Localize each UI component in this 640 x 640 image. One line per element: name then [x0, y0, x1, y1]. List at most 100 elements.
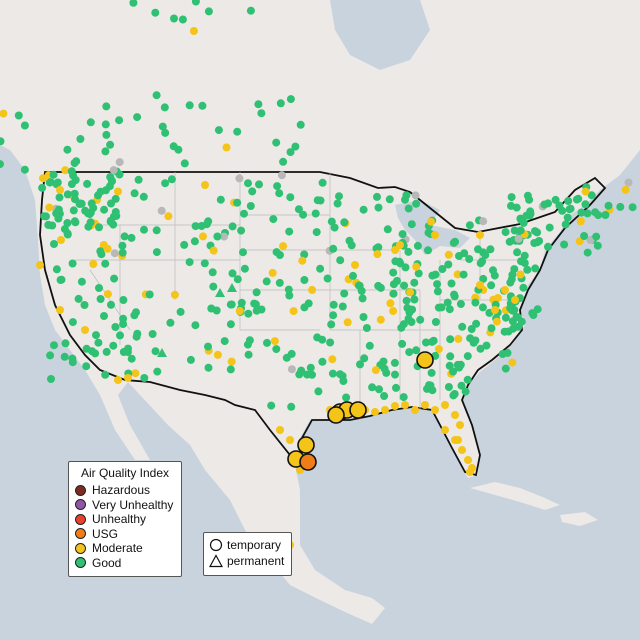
good-monitor-marker [127, 354, 136, 363]
good-monitor-marker [185, 258, 194, 267]
good-monitor-marker [68, 358, 77, 367]
good-monitor-marker [422, 338, 430, 347]
good-monitor-marker [501, 313, 510, 322]
good-monitor-marker [510, 265, 519, 274]
good-monitor-marker [152, 226, 161, 235]
good-monitor-marker [380, 392, 389, 400]
good-monitor-marker [333, 199, 342, 208]
good-monitor-marker [94, 338, 103, 347]
good-monitor-marker [349, 271, 357, 280]
good-monitor-marker [111, 194, 120, 203]
moderate-monitor-marker [308, 285, 317, 294]
good-monitor-marker [60, 352, 69, 361]
moderate-monitor-marker [491, 306, 499, 314]
good-monitor-marker [55, 193, 64, 202]
moderate-monitor-marker [227, 357, 236, 366]
moderate-monitor-marker [371, 408, 379, 416]
moderate-monitor-marker [201, 181, 209, 189]
good-monitor-marker [133, 113, 142, 122]
good-monitor-marker [501, 364, 510, 373]
good-monitor-marker [153, 367, 162, 376]
good-monitor-marker [174, 145, 183, 154]
moderate-monitor-marker [81, 326, 89, 334]
good-monitor-marker [284, 285, 293, 294]
good-monitor-marker [220, 337, 229, 346]
good-monitor-marker [291, 142, 300, 151]
moderate-monitor-marker [416, 351, 434, 369]
moderate-monitor-marker [391, 402, 399, 410]
good-monitor-marker [72, 157, 81, 166]
moderate-monitor-marker [476, 231, 484, 239]
no-data-monitor-marker [235, 174, 244, 183]
good-monitor-marker [405, 308, 414, 317]
good-monitor-marker [383, 225, 392, 234]
good-monitor-marker [285, 227, 294, 236]
hudson-bay [330, 0, 430, 70]
good-monitor-marker [158, 122, 167, 131]
legend-item-unhealthy: Unhealthy [69, 512, 181, 527]
good-monitor-marker [339, 377, 348, 385]
good-monitor-marker [74, 294, 83, 303]
good-monitor-marker [516, 226, 525, 235]
good-monitor-marker [119, 296, 128, 304]
good-monitor-marker [273, 182, 282, 191]
good-monitor-marker [275, 278, 284, 287]
good-monitor-marker [451, 237, 459, 246]
good-monitor-marker [52, 265, 61, 274]
good-monitor-marker [101, 370, 110, 379]
very-unhealthy-swatch-icon [75, 499, 86, 511]
usa-border [39, 171, 607, 477]
good-monitor-marker [520, 259, 529, 267]
moderate-monitor-marker [57, 236, 65, 244]
no-data-monitor-marker [109, 166, 118, 175]
good-monitor-marker [262, 277, 271, 286]
moderate-monitor-marker [279, 242, 288, 251]
good-monitor-marker [139, 192, 148, 201]
moderate-monitor-marker [114, 376, 122, 384]
moderate-monitor-marker [351, 261, 359, 269]
good-monitor-marker [340, 289, 349, 298]
good-monitor-marker [392, 383, 400, 392]
good-monitor-marker [240, 209, 248, 218]
good-monitor-marker [374, 243, 383, 252]
good-monitor-marker [445, 305, 454, 314]
good-monitor-marker [101, 120, 110, 129]
good-monitor-marker [151, 8, 160, 17]
good-monitor-marker [275, 189, 284, 198]
moderate-monitor-marker [451, 436, 459, 444]
good-monitor-marker [129, 0, 138, 7]
good-monitor-marker [119, 320, 128, 329]
moderate-monitor-marker [343, 318, 352, 327]
good-monitor-marker [601, 211, 610, 219]
good-monitor-marker [161, 179, 170, 188]
good-monitor-marker [286, 193, 295, 202]
good-monitor-marker [239, 248, 247, 257]
good-monitor-marker [526, 209, 535, 218]
good-monitor-marker [213, 232, 222, 241]
good-monitor-marker [410, 295, 419, 304]
moderate-monitor-marker [276, 426, 284, 434]
good-monitor-marker [176, 307, 185, 316]
good-monitor-marker [540, 200, 549, 209]
good-monitor-marker [312, 228, 321, 237]
good-monitor-marker [519, 283, 528, 292]
good-monitor-marker [109, 341, 118, 350]
good-monitor-marker [240, 264, 249, 273]
unhealthy-swatch-icon [75, 513, 86, 525]
good-monitor-marker [140, 374, 149, 382]
good-monitor-marker [303, 370, 312, 379]
good-monitor-marker [340, 218, 349, 227]
good-monitor-marker [151, 347, 160, 356]
good-monitor-marker [368, 383, 377, 392]
good-monitor-marker [398, 230, 407, 239]
moderate-monitor-marker [516, 270, 525, 279]
good-monitor-marker [82, 362, 91, 371]
good-monitor-marker [376, 283, 385, 292]
good-monitor-marker [445, 361, 454, 370]
moderate-monitor-marker [621, 185, 630, 194]
moderate-monitor-marker [371, 366, 380, 375]
good-monitor-marker [463, 375, 472, 384]
good-monitor-marker [580, 232, 589, 240]
moderate-monitor-marker [508, 358, 517, 367]
good-monitor-marker [300, 276, 309, 284]
